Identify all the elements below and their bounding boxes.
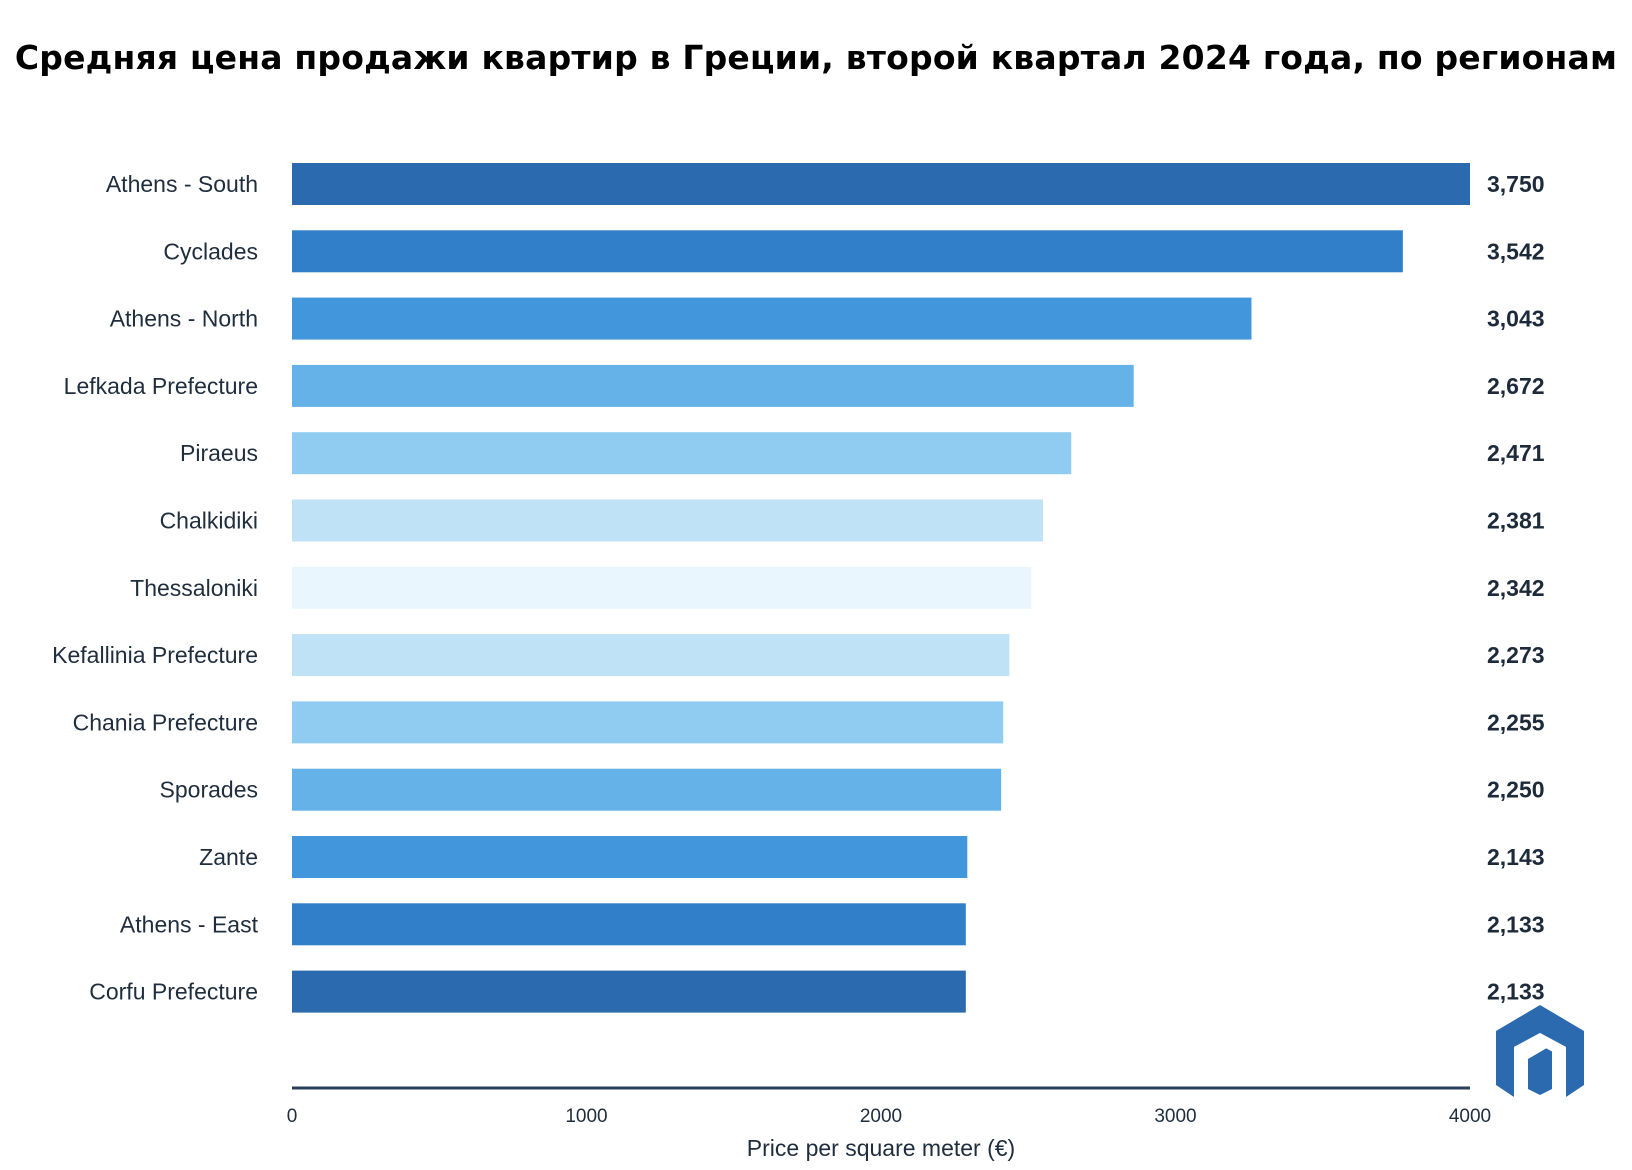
category-label: Corfu Prefecture — [89, 979, 258, 1005]
x-axis-title: Price per square meter (€) — [747, 1135, 1015, 1161]
bar — [292, 499, 1043, 542]
category-label: Thessaloniki — [130, 575, 258, 601]
bar — [292, 566, 1032, 609]
bar — [292, 230, 1403, 273]
value-label: 2,672 — [1487, 373, 1545, 399]
value-label: 3,542 — [1487, 238, 1545, 264]
value-label: 3,043 — [1487, 306, 1545, 332]
category-label: Athens - South — [106, 171, 258, 197]
bars-layer — [292, 163, 1470, 1013]
bar — [292, 163, 1470, 205]
value-label: 2,143 — [1487, 844, 1545, 870]
value-label: 2,250 — [1487, 777, 1545, 803]
x-tick-label: 3000 — [1154, 1106, 1196, 1127]
category-label: Kefallinia Prefecture — [52, 642, 258, 668]
value-label: 2,471 — [1487, 440, 1545, 466]
x-tick-label: 4000 — [1449, 1106, 1491, 1127]
value-label: 2,255 — [1487, 709, 1545, 735]
value-label: 2,133 — [1487, 979, 1545, 1005]
category-label: Zante — [199, 844, 258, 870]
value-label: 2,273 — [1487, 642, 1545, 668]
category-label: Cyclades — [163, 238, 258, 264]
value-labels: 3,750 3,542 3,043 2,672 2,471 2,381 2,342 2,273… — [1487, 171, 1545, 1005]
bar — [292, 364, 1134, 407]
x-axis: 0 1000 2000 3000 4000 — [287, 1086, 1491, 1127]
bar — [292, 432, 1072, 475]
bar — [292, 297, 1252, 340]
bar — [292, 634, 1010, 677]
category-label: Athens - East — [120, 911, 259, 937]
category-labels: Athens - South Cyclades Athens - North Lefk… — [52, 171, 258, 1005]
value-label: 2,342 — [1487, 575, 1545, 601]
category-label: Lefkada Prefecture — [64, 373, 258, 399]
value-label: 3,750 — [1487, 171, 1545, 197]
category-label: Piraeus — [180, 440, 258, 466]
category-label: Athens - North — [110, 306, 258, 332]
bar — [292, 970, 966, 1013]
category-label: Sporades — [160, 777, 258, 803]
company-logo-icon — [1496, 1005, 1584, 1097]
x-tick-label: 0 — [287, 1106, 298, 1127]
bar — [292, 701, 1004, 744]
x-tick-label: 1000 — [565, 1106, 607, 1127]
category-label: Chania Prefecture — [73, 709, 258, 735]
category-label: Chalkidiki — [160, 508, 258, 534]
value-label: 2,381 — [1487, 508, 1545, 534]
bar — [292, 903, 966, 946]
value-label: 2,133 — [1487, 911, 1545, 937]
chart-title: Средняя цена продажи квартир в Греции, в… — [14, 38, 1618, 77]
bar — [292, 768, 1002, 811]
bar — [292, 836, 968, 878]
x-tick-label: 2000 — [860, 1106, 902, 1127]
